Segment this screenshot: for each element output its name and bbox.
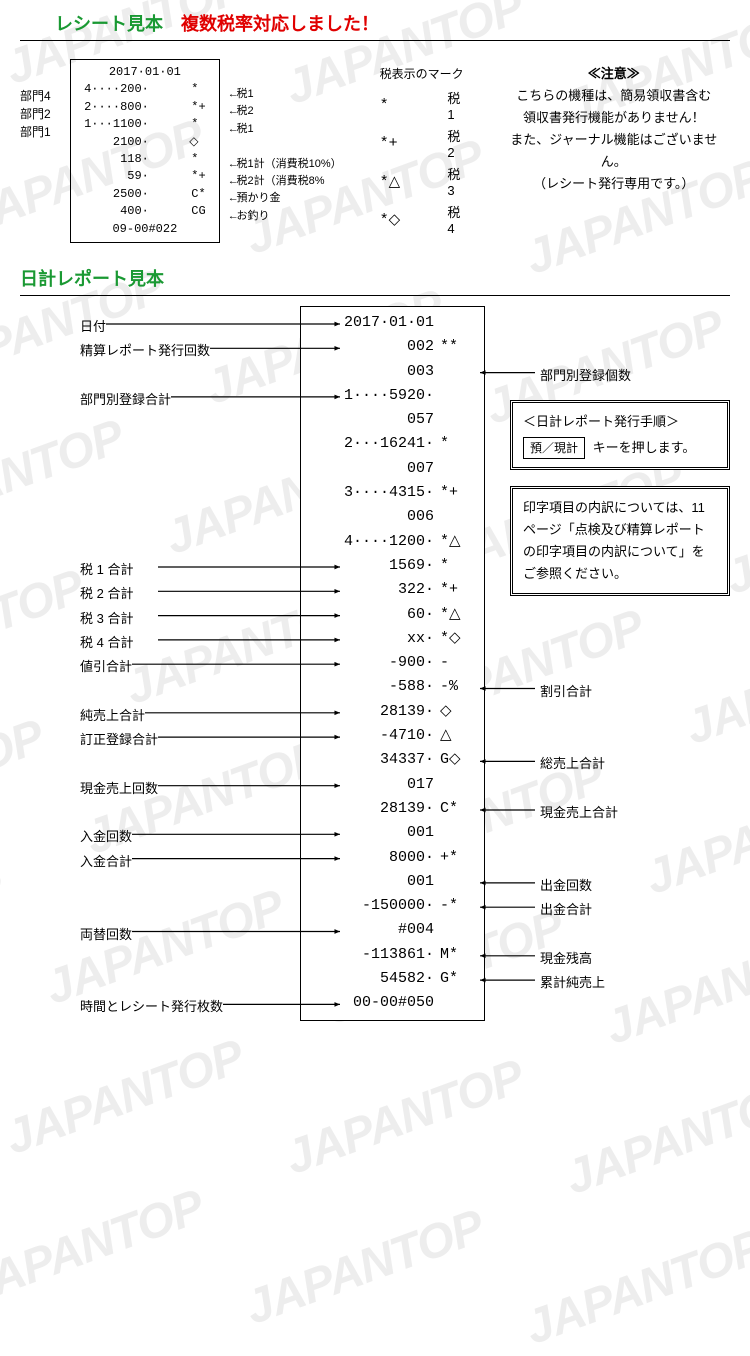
mark-row: *+税2 bbox=[380, 126, 468, 160]
receipt-annotation: ←預かり金 bbox=[230, 189, 281, 205]
receipt-footer: 09-00#022 bbox=[77, 221, 213, 238]
mark-table-header: 税表示のマーク bbox=[380, 65, 468, 82]
receipt-row: 2100·◇ bbox=[77, 134, 213, 151]
notice-block: ≪注意≫ こちらの機種は、簡易領収書含む 領収書発行機能がありません！ また、ジ… bbox=[498, 63, 730, 196]
notice-line: こちらの機種は、簡易領収書含む bbox=[498, 85, 730, 107]
receipt-row: 1···1100·* bbox=[77, 116, 213, 133]
receipt-side-label: 部門4 bbox=[20, 87, 51, 104]
receipt-row: 4····200·* bbox=[77, 81, 213, 98]
notice-line: （レシート発行専用です。） bbox=[498, 173, 730, 195]
receipt-row: 59·*+ bbox=[77, 168, 213, 185]
receipt-side-label: 部門1 bbox=[20, 123, 51, 140]
receipt-annotation: ←税1 bbox=[230, 120, 254, 136]
receipt-sample-box: 2017·01·01 4····200·* 2····800·*+ 1···11… bbox=[70, 59, 220, 243]
mark-row: *税1 bbox=[380, 88, 468, 122]
mark-row: *△税3 bbox=[380, 164, 468, 198]
receipt-row: 2····800·*+ bbox=[77, 99, 213, 116]
receipt-row: 400·CG bbox=[77, 203, 213, 220]
notice-line: 領収書発行機能がありません！ bbox=[498, 107, 730, 129]
notice-line: また、ジャーナル機能はございません。 bbox=[498, 129, 730, 173]
mark-row: *◇税4 bbox=[380, 202, 468, 236]
receipt-annotation: ←税1 bbox=[230, 85, 254, 101]
section1-title-right: 複数税率対応しました！ bbox=[181, 10, 379, 36]
report-area: 2017·01·01002**0031····5920·0572···16241… bbox=[20, 306, 730, 1126]
receipt-date: 2017·01·01 bbox=[77, 64, 213, 81]
receipt-row: 118·* bbox=[77, 151, 213, 168]
receipt-row: 2500·C* bbox=[77, 186, 213, 203]
section2-title: 日計レポート見本 bbox=[20, 265, 730, 291]
notice-heading: ≪注意≫ bbox=[498, 63, 730, 85]
receipt-annotation: ←税1計（消費税10%） bbox=[230, 155, 342, 171]
receipt-annotation: ←お釣り bbox=[230, 207, 270, 223]
receipt-annotation: ←税2 bbox=[230, 102, 254, 118]
mark-table: 税表示のマーク *税1 *+税2 *△税3 *◇税4 bbox=[380, 65, 468, 240]
section1-title-left: レシート見本 bbox=[55, 10, 163, 36]
receipt-annotation: ←税2計（消費税8% bbox=[230, 172, 325, 188]
receipt-side-label: 部門2 bbox=[20, 105, 51, 122]
